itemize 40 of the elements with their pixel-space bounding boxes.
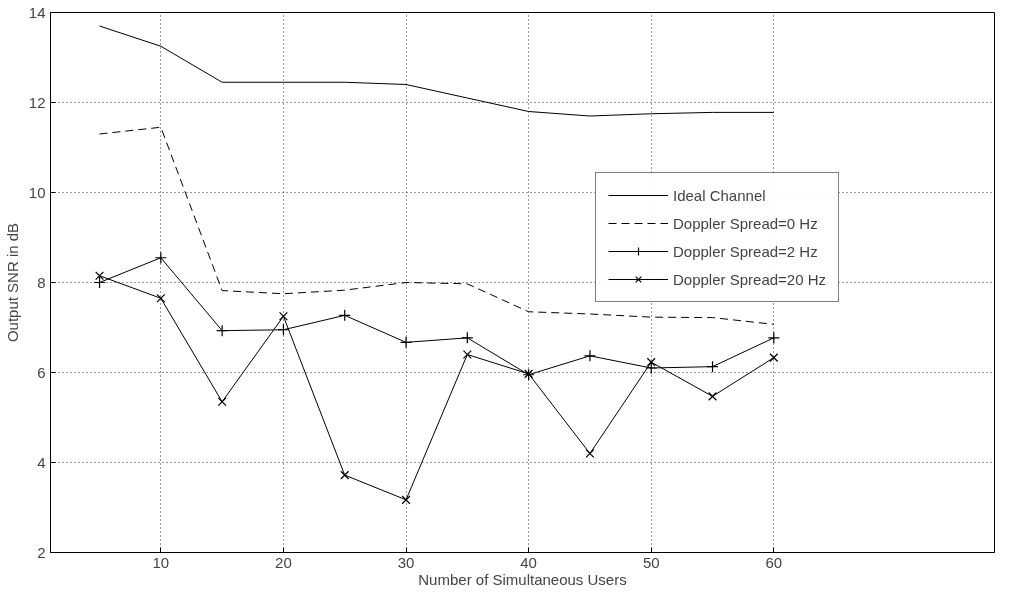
legend-label: Ideal Channel bbox=[673, 186, 766, 204]
point bbox=[706, 360, 719, 373]
y-tick-label: 4 bbox=[37, 453, 46, 471]
x-tick-label: 20 bbox=[275, 553, 292, 571]
point bbox=[95, 271, 105, 281]
point bbox=[93, 276, 106, 289]
point bbox=[399, 336, 413, 349]
x-tick-label: 60 bbox=[765, 553, 783, 571]
point bbox=[462, 350, 472, 359]
y-tick-label: 14 bbox=[28, 3, 46, 21]
y-tick-label: 2 bbox=[37, 543, 46, 561]
point bbox=[278, 311, 288, 321]
x-tick-label: 10 bbox=[152, 553, 170, 571]
y-tick-label: 12 bbox=[28, 93, 46, 111]
y-axis-title: Output SNR in dB bbox=[3, 222, 21, 343]
legend-label: Doppler Spread=0 Hz bbox=[673, 214, 818, 232]
point bbox=[216, 324, 229, 337]
point bbox=[338, 309, 351, 322]
legend-label: Doppler Spread=2 Hz bbox=[673, 242, 818, 260]
point bbox=[645, 361, 658, 375]
point bbox=[769, 353, 779, 363]
y-tick-label: 8 bbox=[37, 273, 46, 291]
point bbox=[708, 391, 718, 401]
x-tick-label: 30 bbox=[397, 553, 415, 571]
point bbox=[277, 323, 290, 336]
point bbox=[340, 470, 350, 480]
y-tick-label: 10 bbox=[28, 183, 46, 201]
point bbox=[461, 331, 474, 344]
legend-label: Doppler Spread=20 Hz bbox=[673, 270, 827, 288]
point bbox=[217, 397, 227, 407]
x-tick-label: 40 bbox=[520, 553, 537, 571]
point bbox=[401, 495, 411, 505]
x-axis-title: Number of Simultaneous Users bbox=[418, 570, 627, 588]
point bbox=[585, 449, 595, 458]
point bbox=[583, 349, 597, 362]
x-tick-label: 50 bbox=[642, 553, 660, 571]
point bbox=[154, 251, 167, 264]
point bbox=[767, 331, 780, 344]
y-tick-label: 6 bbox=[37, 363, 46, 381]
point bbox=[156, 293, 166, 303]
